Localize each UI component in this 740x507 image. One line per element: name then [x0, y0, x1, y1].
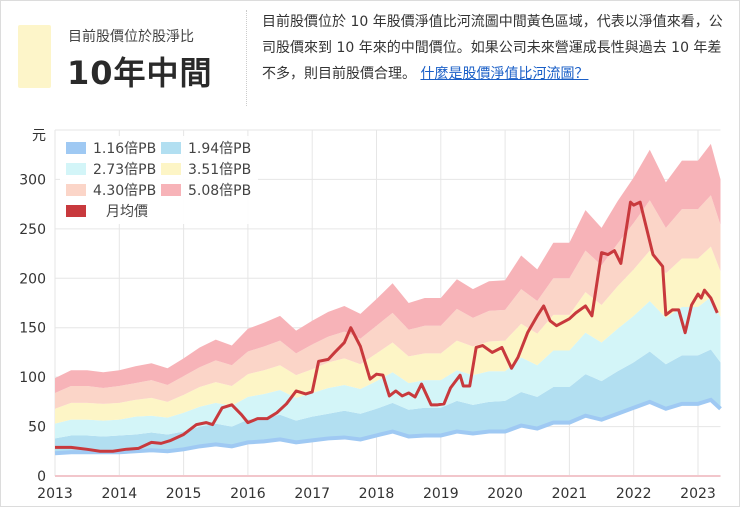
description-text: 目前股價位於 10 年股價淨值比河流圖中間黃色區域，代表以淨值來看，公司股價來到…	[262, 14, 723, 82]
y-tick-label: 0	[37, 469, 46, 485]
y-tick-label: 150	[19, 321, 46, 337]
y-tick-label: 250	[19, 222, 46, 238]
monthly-price-line	[55, 200, 719, 453]
legend-label: 1.16倍PB	[93, 141, 157, 157]
y-tick-label: 100	[19, 370, 46, 386]
x-tick-label: 2017	[294, 486, 330, 502]
y-tick-label: 200	[19, 271, 46, 287]
legend-label: 2.73倍PB	[93, 162, 157, 178]
x-tick-label: 2023	[680, 486, 716, 502]
x-tick-label: 2022	[616, 486, 652, 502]
y-tick-label: 300	[19, 172, 46, 188]
legend-label: 月均價	[106, 204, 148, 220]
x-tick-label: 2016	[230, 486, 266, 502]
band-area-5.08倍PB	[55, 143, 721, 393]
legend-item-3-51pb[interactable]: 3.51倍PB	[161, 159, 251, 179]
x-tick-label: 2021	[552, 486, 588, 502]
band-area-4.30倍PB	[55, 195, 721, 409]
x-tick-label: 2015	[166, 486, 202, 502]
x-tick-label: 2019	[423, 486, 459, 502]
legend-label: 4.30倍PB	[93, 183, 157, 199]
legend-item-monthly-price[interactable]: 月均價	[66, 201, 148, 221]
legend-item-2-73pb[interactable]: 2.73倍PB	[66, 159, 156, 179]
y-tick-label: 50	[28, 420, 46, 436]
divider	[246, 10, 247, 106]
pb-river-help-link[interactable]: 什麼是股價淨值比河流圖？	[420, 66, 589, 82]
legend-swatch	[161, 184, 181, 196]
legend-swatch	[66, 163, 86, 175]
band-line-1.16倍PB	[54, 397, 722, 456]
y-axis-unit-label: 元	[32, 128, 46, 144]
band-area-2.73倍PB	[55, 297, 721, 439]
legend-item-1-16pb[interactable]: 1.16倍PB	[66, 138, 156, 158]
legend-swatch	[161, 163, 181, 175]
x-tick-label: 2018	[359, 486, 395, 502]
legend-label: 1.94倍PB	[188, 141, 252, 157]
legend-label: 3.51倍PB	[188, 162, 252, 178]
band-area-3.51倍PB	[55, 246, 721, 424]
legend-item-5-08pb[interactable]: 5.08倍PB	[161, 180, 251, 200]
legend-item-4-30pb[interactable]: 4.30倍PB	[66, 180, 156, 200]
legend-label: 5.08倍PB	[188, 183, 252, 199]
chart-legend: 1.16倍PB 1.94倍PB 2.73倍PB 3.51倍PB 4.30倍PB …	[60, 136, 258, 224]
x-tick-label: 2014	[101, 486, 137, 502]
legend-item-1-94pb[interactable]: 1.94倍PB	[161, 138, 251, 158]
position-color-swatch	[18, 25, 51, 88]
summary-description: 目前股價位於 10 年股價淨值比河流圖中間黃色區域，代表以淨值來看，公司股價來到…	[262, 9, 727, 87]
legend-swatch	[66, 184, 86, 196]
band-area-1.94倍PB	[55, 349, 721, 454]
summary-label: 目前股價位於股淨比	[68, 29, 194, 45]
legend-swatch	[66, 142, 86, 154]
legend-swatch	[66, 205, 86, 217]
summary-value: 10年中間	[67, 54, 213, 92]
x-tick-label: 2020	[487, 486, 523, 502]
legend-swatch	[161, 142, 181, 154]
x-tick-label: 2013	[37, 486, 73, 502]
